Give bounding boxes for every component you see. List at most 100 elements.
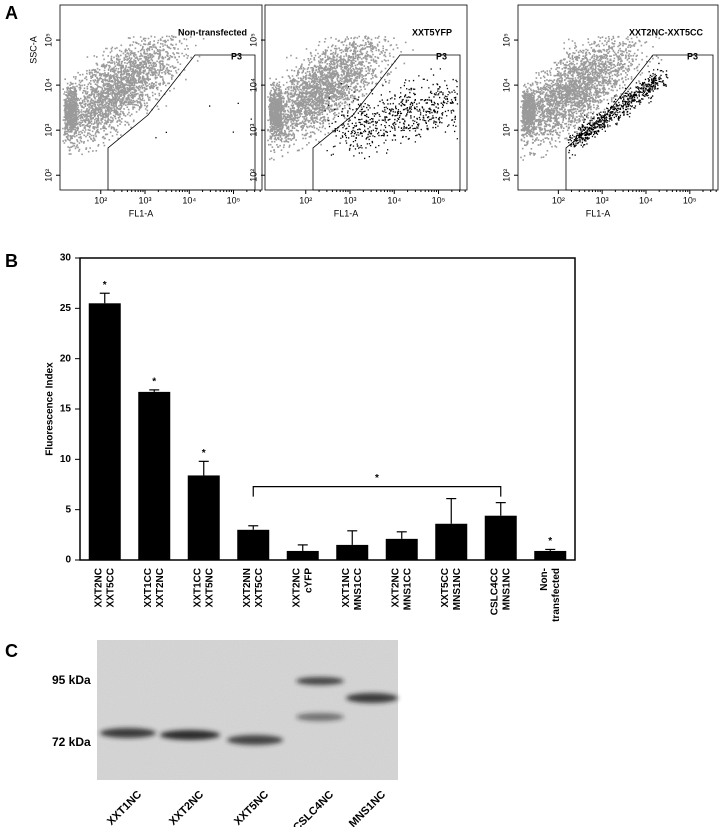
- x-tick-label: MNS1NC: [452, 568, 463, 610]
- event-cloud: [520, 35, 663, 161]
- lane-label: XXT2NC: [167, 789, 206, 827]
- blot-noise: [97, 640, 398, 780]
- bar: [286, 550, 319, 560]
- lane-label: XXT5NC: [232, 789, 271, 827]
- y-tick-label: 10²: [43, 169, 53, 182]
- plot-frame: [264, 4, 468, 191]
- significance-mark: *: [375, 473, 379, 484]
- plot-frame: [79, 257, 576, 561]
- panel-label: B: [5, 251, 18, 271]
- bar: [237, 529, 270, 560]
- marker-label: 72 kDa: [52, 735, 91, 749]
- y-axis-label: Fluorescence Index: [45, 362, 56, 456]
- marker-label: 95 kDa: [52, 673, 91, 687]
- x-tick-label: XXT5CC: [440, 568, 451, 607]
- plot-title: Non-transfected: [178, 27, 247, 37]
- x-tick-label: 10⁵: [432, 195, 446, 205]
- lane-label: MNS1NC: [347, 789, 388, 827]
- significance-mark: *: [548, 536, 552, 547]
- lane-label: CSLC4NC: [291, 789, 336, 827]
- x-tick-label: 10³: [344, 195, 357, 205]
- y-tick-label: 20: [60, 353, 72, 364]
- x-tick-label: XXT2NC: [93, 568, 104, 607]
- gated-events: [155, 102, 252, 139]
- x-tick-label: XXT1NC: [341, 568, 352, 607]
- x-tick-label: 10²: [94, 195, 107, 205]
- flow-plot: 10² 10³ 10⁴ 10⁵ 10² 10³ 10⁴ 10⁵ FL1-A XXT2NC-XXT5…: [501, 4, 719, 218]
- y-tick-label: 10: [60, 454, 72, 465]
- gated-events: [568, 62, 669, 159]
- x-tick-label: 10²: [552, 195, 565, 205]
- x-tick-label: 10³: [596, 195, 609, 205]
- significance-mark: *: [103, 280, 107, 291]
- y-axis-label: SSC-A: [28, 36, 38, 64]
- x-tick-label: XXT2NC: [390, 568, 401, 607]
- bar: [484, 515, 517, 560]
- x-tick-label: XXT2NC: [155, 568, 166, 607]
- y-tick-label: 10⁵: [43, 33, 53, 47]
- bar: [435, 523, 468, 560]
- x-tick-label: 10³: [139, 195, 152, 205]
- y-tick-label: 10³: [43, 124, 53, 137]
- x-tick-label: 10⁴: [387, 195, 401, 205]
- y-tick-label: 25: [60, 303, 72, 314]
- y-tick-label: 30: [60, 253, 72, 264]
- bar: [534, 550, 567, 560]
- y-tick-label: 5: [65, 504, 71, 515]
- y-tick-label: 10³: [501, 124, 511, 137]
- y-tick-label: 10⁴: [501, 78, 511, 92]
- significance-mark: *: [152, 377, 156, 388]
- panel-label: A: [5, 3, 18, 23]
- bar: [187, 475, 220, 560]
- x-tick-label: XXT1CC: [143, 568, 154, 607]
- y-tick-label: 10⁵: [248, 33, 258, 47]
- y-tick-label: 15: [60, 404, 72, 415]
- y-tick-label: 10²: [248, 169, 258, 182]
- x-tick-label: XXT5NC: [204, 568, 215, 607]
- x-tick-label: XXT1CC: [192, 568, 203, 607]
- lane-label: XXT1NC: [105, 789, 144, 827]
- x-tick-label: XXT5CC: [254, 568, 265, 607]
- x-tick-label: XXT2NC: [291, 568, 302, 607]
- bar: [385, 538, 418, 560]
- x-tick-label: 10⁴: [639, 195, 653, 205]
- plot-frame: [59, 4, 263, 191]
- significance-mark: *: [202, 448, 206, 459]
- gate-label: P3: [436, 51, 447, 61]
- x-tick-label: 10⁵: [683, 195, 697, 205]
- x-tick-label: XXT5CC: [105, 568, 116, 607]
- bar: [336, 544, 369, 560]
- y-tick-label: 10⁴: [248, 78, 258, 92]
- flow-plot: 10² 10³ 10⁴ 10⁵ 10² 10³ 10⁴ 10⁵ FL1-A SSC-A Non-tr…: [28, 4, 263, 218]
- x-tick-label: 10⁴: [182, 195, 196, 205]
- y-tick-label: 10²: [501, 169, 511, 182]
- x-tick-label: 10²: [299, 195, 312, 205]
- plot-frame: [517, 4, 719, 191]
- bar: [88, 303, 121, 560]
- plot-title: XXT2NC-XXT5CC: [629, 27, 704, 37]
- x-tick-label: cYFP: [303, 568, 314, 593]
- x-tick-label: Non-: [539, 568, 550, 591]
- x-tick-label: MNS1CC: [402, 568, 413, 610]
- x-axis-label: FL1-A: [334, 208, 359, 218]
- y-tick-label: 10⁵: [501, 33, 511, 47]
- event-cloud: [62, 35, 205, 156]
- y-tick-label: 10³: [248, 124, 258, 137]
- significance-bracket: [252, 485, 502, 497]
- gate-label: P3: [687, 51, 698, 61]
- x-tick-label: MNS1CC: [353, 568, 364, 610]
- x-axis-label: FL1-A: [586, 208, 611, 218]
- bar: [138, 391, 171, 560]
- x-tick-label: 10⁵: [227, 195, 241, 205]
- x-tick-label: CSLC4CC: [489, 568, 500, 615]
- y-tick-label: 0: [65, 555, 71, 566]
- event-cloud: [267, 35, 414, 161]
- gate-label: P3: [231, 51, 242, 61]
- x-axis-label: FL1-A: [129, 208, 154, 218]
- x-tick-label: MNS1NC: [501, 568, 512, 610]
- x-tick-label: transfected: [551, 568, 562, 622]
- y-tick-label: 10⁴: [43, 78, 53, 92]
- blot-bands: [100, 677, 398, 745]
